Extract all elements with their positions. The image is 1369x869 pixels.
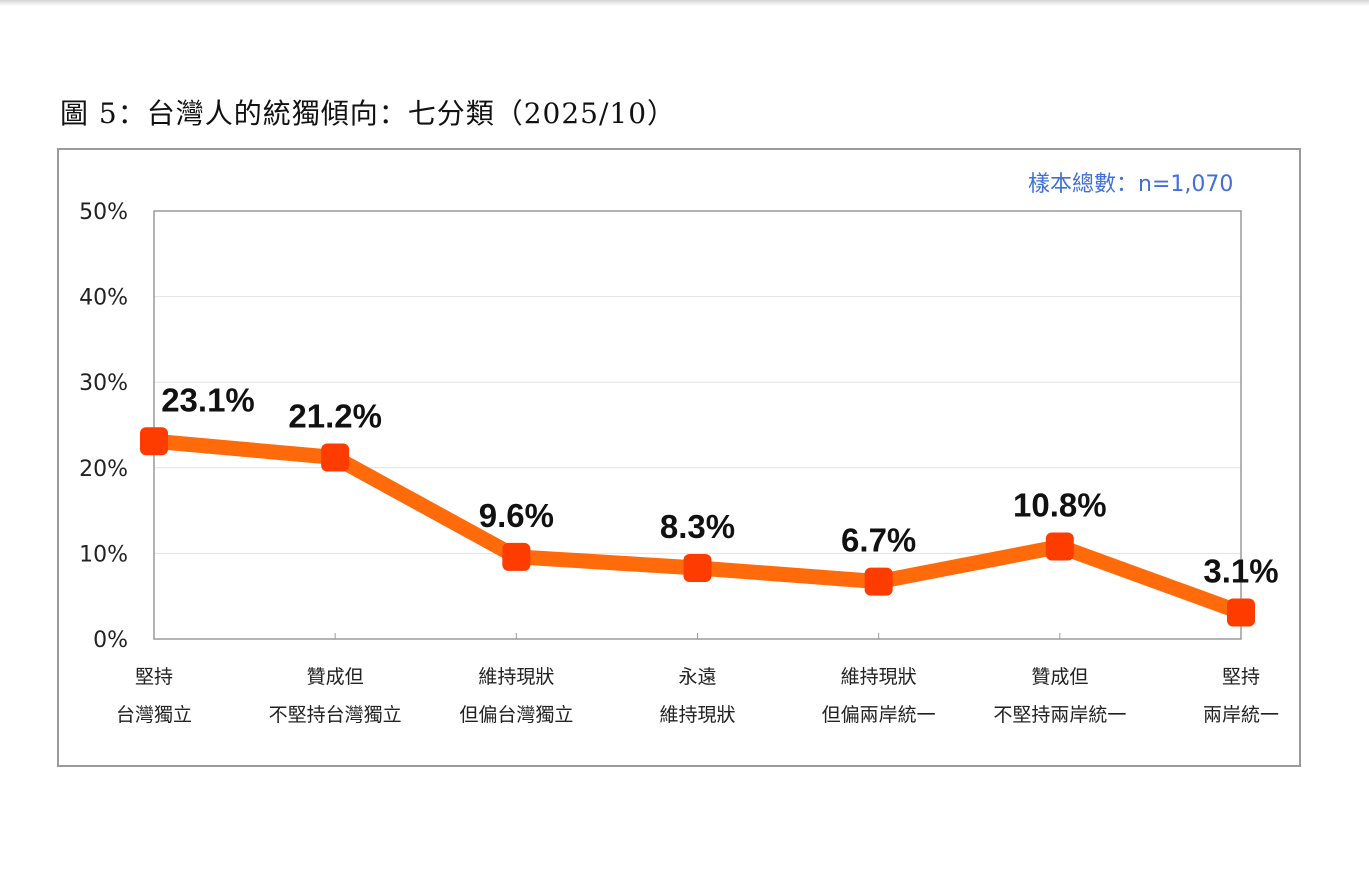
y-axis-ticks: 0% 10% 20% 30% 40% 50%: [79, 200, 128, 653]
y-tick-label: 20%: [79, 457, 128, 482]
data-point-marker: [140, 427, 168, 456]
x-axis-category-label: 贊成但不堅持台灣獨立: [245, 658, 425, 734]
data-markers: [140, 427, 1255, 627]
axes: [153, 210, 1242, 640]
data-value-label: 10.8%: [1013, 487, 1107, 524]
data-value-label: 9.6%: [479, 497, 554, 534]
x-axis-label-line: 不堅持兩岸統一: [993, 704, 1127, 726]
y-tick-label: 0%: [93, 628, 128, 653]
data-point-marker: [1227, 598, 1255, 627]
x-axis-category-label: 贊成但不堅持兩岸統一: [970, 658, 1150, 734]
x-axis-label-line: 但偏台灣獨立: [459, 704, 574, 726]
x-axis-label-line: 永遠: [678, 666, 717, 688]
figure-title: 圖 5：台灣人的統獨傾向：七分類（2025/10）: [60, 97, 677, 130]
x-axis-category-label: 維持現狀但偏台灣獨立: [426, 658, 606, 734]
data-point-marker: [321, 443, 350, 472]
data-value-label: 3.1%: [1203, 552, 1278, 589]
x-axis-label-line: 贊成但: [1031, 666, 1089, 688]
x-axis-label-line: 堅持: [1221, 666, 1260, 688]
x-axis-label-line: 台灣獨立: [115, 704, 192, 726]
x-axis-category-label: 堅持 台灣獨立: [64, 658, 244, 734]
x-axis-category-label: 永遠 維持現狀: [608, 658, 788, 734]
data-value-label: 21.2%: [288, 398, 382, 435]
y-tick-label: 40%: [79, 286, 128, 311]
data-value-label: 8.3%: [660, 508, 735, 545]
top-edge-shadow: [0, 0, 1369, 6]
data-labels: 23.1% 21.2% 9.6% 8.3% 6.7% 10.8% 3.1%: [161, 381, 1278, 589]
x-axis-category-label: 維持現狀但偏兩岸統一: [789, 658, 969, 734]
data-point-marker: [864, 567, 893, 596]
data-point-marker: [1045, 532, 1074, 561]
x-axis-label-line: 堅持: [134, 666, 173, 688]
x-axis-category-label: 堅持 兩岸統一: [1151, 658, 1331, 734]
x-axis-label-line: 維持現狀: [840, 666, 917, 688]
y-tick-label: 30%: [79, 371, 128, 396]
data-value-label: 6.7%: [841, 522, 916, 559]
x-axis-label-line: 兩岸統一: [1202, 704, 1279, 726]
x-axis-label-line: 但偏兩岸統一: [821, 704, 936, 726]
data-point-marker: [502, 542, 531, 571]
x-axis-label-line: 維持現狀: [478, 666, 555, 688]
x-axis-label-line: 不堅持台灣獨立: [268, 704, 402, 726]
data-value-label: 23.1%: [161, 381, 255, 418]
y-tick-label: 10%: [79, 542, 128, 567]
x-axis-label-line: 贊成但: [306, 666, 364, 688]
y-tick-label: 50%: [79, 200, 128, 225]
sample-size-label: 樣本總數：n=1,070: [1028, 172, 1234, 197]
x-axis-label-line: 維持現狀: [659, 704, 736, 726]
data-point-marker: [683, 553, 712, 582]
